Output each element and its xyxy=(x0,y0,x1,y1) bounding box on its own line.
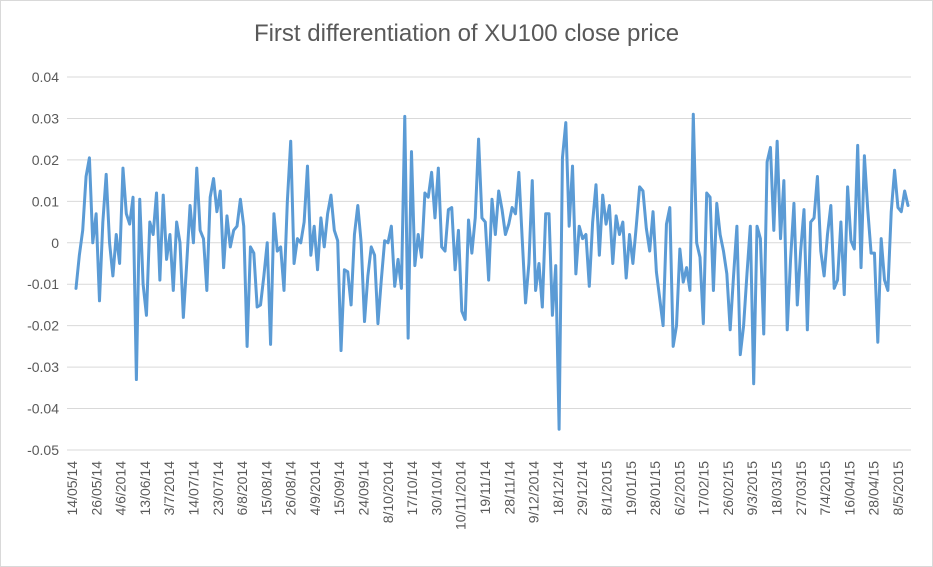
x-tick-label: 7/4/2015 xyxy=(817,461,833,516)
x-tick-label: 3/7/2014 xyxy=(161,461,177,516)
x-tick-label: 15/08/14 xyxy=(258,461,274,516)
x-tick-label: 29/12/14 xyxy=(574,461,590,516)
y-axis-tick-labels: 0.04 0.03 0.02 0.01 0 -0.01 -0.02 -0.03 -0.04 -0.… xyxy=(27,69,59,458)
x-tick-label: 19/01/15 xyxy=(623,461,639,516)
y-tick-label: -0.03 xyxy=(27,359,59,375)
y-tick-label: -0.05 xyxy=(27,442,59,458)
chart-title: First differentiation of XU100 close pri… xyxy=(253,20,680,47)
y-tick-label: 0.01 xyxy=(32,193,59,209)
x-tick-label: 28/01/15 xyxy=(647,461,663,516)
x-tick-label: 27/03/15 xyxy=(793,461,809,516)
x-tick-label: 19/11/14 xyxy=(477,461,493,515)
x-tick-label: 6/8/2014 xyxy=(234,461,250,516)
x-tick-label: 26/08/14 xyxy=(283,461,299,516)
x-tick-label: 26/02/15 xyxy=(720,461,736,516)
x-tick-label: 14/07/14 xyxy=(185,461,201,516)
x-tick-label: 17/02/15 xyxy=(696,461,712,516)
x-tick-label: 30/10/14 xyxy=(428,461,444,516)
x-tick-label: 18/12/14 xyxy=(550,461,566,516)
x-tick-label: 10/11/2014 xyxy=(453,461,469,530)
y-tick-label: 0 xyxy=(51,235,59,251)
y-tick-label: -0.01 xyxy=(27,276,59,292)
x-tick-label: 17/10/14 xyxy=(404,461,420,516)
x-tick-label: 4/6/2014 xyxy=(113,461,129,516)
x-tick-label: 15/09/14 xyxy=(331,461,347,516)
x-tick-label: 16/04/15 xyxy=(841,461,857,516)
x-tick-label: 26/05/14 xyxy=(88,461,104,516)
y-tick-label: 0.02 xyxy=(32,152,59,168)
y-tick-label: 0.04 xyxy=(32,69,59,85)
x-axis-tick-labels: 14/05/14 26/05/14 4/6/2014 13/06/14 3/7/2014… xyxy=(64,461,906,530)
x-tick-label: 8/10/2014 xyxy=(380,461,396,523)
y-tick-label: 0.03 xyxy=(32,110,59,126)
x-tick-label: 23/07/14 xyxy=(210,461,226,516)
x-tick-label: 9/12/2014 xyxy=(526,461,542,523)
x-tick-label: 28/11/14 xyxy=(501,461,517,515)
x-tick-label: 13/06/14 xyxy=(137,461,153,516)
x-tick-label: 14/05/14 xyxy=(64,461,80,516)
series-line xyxy=(74,112,910,431)
x-tick-label: 18/03/15 xyxy=(769,461,785,516)
x-tick-label: 28/04/15 xyxy=(866,461,882,516)
y-tick-label: -0.04 xyxy=(27,401,59,417)
x-tick-label: 8/1/2015 xyxy=(598,461,614,516)
x-tick-label: 24/09/14 xyxy=(356,461,372,516)
y-tick-label: -0.02 xyxy=(27,318,59,334)
x-tick-label: 4/9/2014 xyxy=(307,461,323,516)
x-tick-label: 8/5/2015 xyxy=(890,461,906,516)
x-tick-label: 9/3/2015 xyxy=(744,461,760,516)
x-tick-label: 6/2/2015 xyxy=(671,461,687,516)
